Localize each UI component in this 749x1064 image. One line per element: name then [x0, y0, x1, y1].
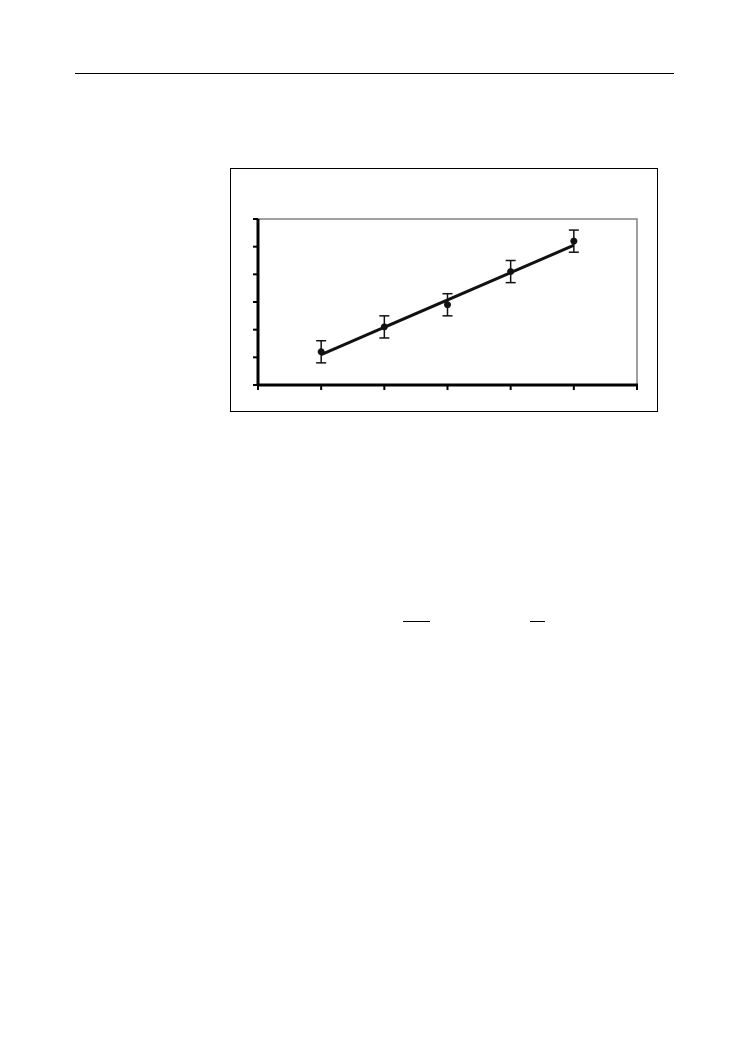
header-rule: [75, 73, 674, 74]
data-point: [380, 323, 388, 331]
data-point: [507, 268, 515, 276]
data-point: [317, 348, 325, 356]
fraction-bar: [530, 621, 545, 622]
chart-frame: [230, 168, 658, 412]
fraction-bar: [403, 621, 430, 622]
data-point: [570, 237, 578, 245]
data-point: [444, 301, 451, 309]
